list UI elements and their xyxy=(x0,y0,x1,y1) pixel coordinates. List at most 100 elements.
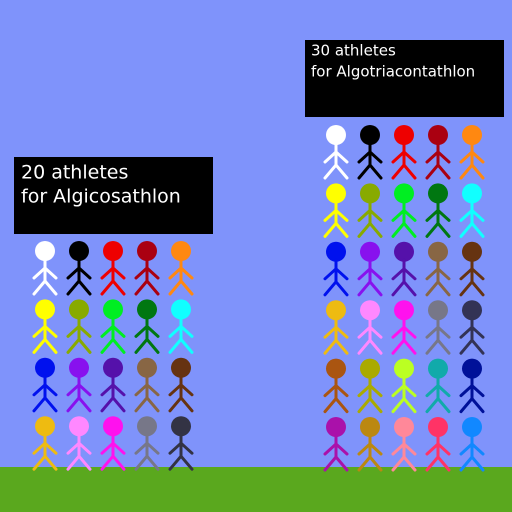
head xyxy=(137,241,157,261)
head xyxy=(103,357,123,378)
legs xyxy=(459,455,485,472)
legs xyxy=(32,454,58,471)
arms xyxy=(323,267,349,281)
athlete xyxy=(459,183,485,238)
arms xyxy=(323,325,349,339)
arms xyxy=(323,442,349,456)
arms xyxy=(66,266,92,280)
arms xyxy=(100,383,126,397)
legs xyxy=(357,455,383,472)
legs xyxy=(100,454,126,471)
head xyxy=(462,125,482,145)
head xyxy=(360,125,380,145)
head xyxy=(35,241,55,261)
athlete xyxy=(391,358,417,414)
arms xyxy=(391,267,417,281)
athlete xyxy=(459,300,485,355)
athlete xyxy=(357,417,383,472)
head xyxy=(428,358,448,379)
arms xyxy=(459,267,485,281)
legs xyxy=(459,397,485,414)
athlete xyxy=(100,241,126,296)
athlete xyxy=(100,416,126,471)
arms xyxy=(459,325,485,339)
arms xyxy=(32,383,58,397)
legs xyxy=(391,163,417,180)
athlete xyxy=(323,125,349,180)
athlete xyxy=(323,417,349,472)
head xyxy=(137,416,157,437)
athlete xyxy=(100,299,126,354)
arms xyxy=(100,266,126,280)
label-box xyxy=(14,157,213,234)
head xyxy=(360,183,380,204)
head xyxy=(171,416,191,437)
athlete xyxy=(323,241,349,297)
head xyxy=(462,358,482,379)
legs xyxy=(168,454,194,471)
athlete xyxy=(391,300,417,355)
arms xyxy=(425,442,451,456)
arms xyxy=(425,150,451,164)
head xyxy=(360,417,380,437)
legs xyxy=(357,280,383,297)
arms xyxy=(168,324,194,338)
head xyxy=(69,299,89,320)
arms xyxy=(100,324,126,338)
arms xyxy=(32,324,58,338)
legs xyxy=(391,221,417,238)
legs xyxy=(66,454,92,471)
athlete xyxy=(391,183,417,238)
arms xyxy=(357,267,383,281)
legs xyxy=(425,280,451,297)
athlete xyxy=(357,241,383,297)
legs xyxy=(357,338,383,355)
arms xyxy=(357,384,383,398)
head xyxy=(428,241,448,262)
legs xyxy=(134,454,160,471)
arms xyxy=(134,441,160,455)
legs xyxy=(459,221,485,238)
athlete xyxy=(391,241,417,297)
legs xyxy=(66,396,92,413)
head xyxy=(137,357,157,378)
head xyxy=(462,300,482,321)
legs xyxy=(425,397,451,414)
arms xyxy=(391,325,417,339)
head xyxy=(360,358,380,379)
legs xyxy=(168,337,194,354)
head xyxy=(326,358,346,379)
athlete xyxy=(134,299,160,354)
athlete xyxy=(32,416,58,471)
arms xyxy=(66,324,92,338)
head xyxy=(326,241,346,262)
legs xyxy=(32,279,58,296)
athlete xyxy=(32,357,58,413)
athlete xyxy=(66,299,92,354)
arms xyxy=(459,442,485,456)
legs xyxy=(391,397,417,414)
athlete xyxy=(357,183,383,238)
legs xyxy=(459,163,485,180)
arms xyxy=(459,384,485,398)
athlete xyxy=(459,358,485,414)
head xyxy=(462,241,482,262)
athlete xyxy=(425,300,451,355)
head xyxy=(394,358,414,379)
athlete xyxy=(425,241,451,297)
legs xyxy=(425,163,451,180)
athlete xyxy=(134,416,160,471)
head xyxy=(428,417,448,437)
athlete xyxy=(391,417,417,472)
legs xyxy=(357,221,383,238)
athlete xyxy=(66,416,92,471)
legs xyxy=(459,338,485,355)
arms xyxy=(391,442,417,456)
arms xyxy=(134,383,160,397)
legs xyxy=(134,279,160,296)
athlete xyxy=(323,300,349,355)
athlete xyxy=(323,358,349,414)
arms xyxy=(357,150,383,164)
arms xyxy=(357,325,383,339)
